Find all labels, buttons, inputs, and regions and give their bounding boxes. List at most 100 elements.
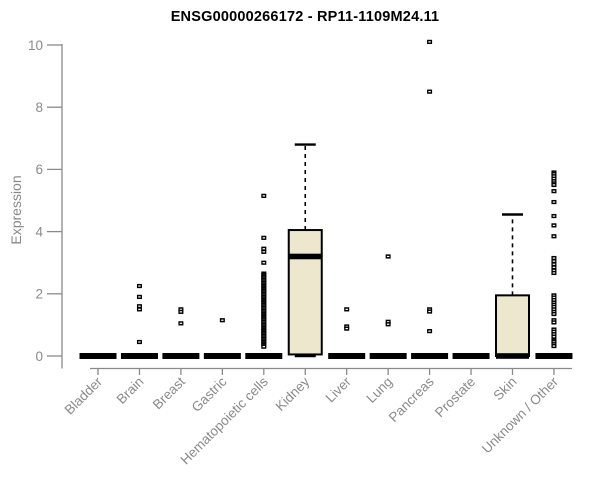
x-category-label: Bladder (62, 374, 106, 418)
x-category-label: Gastric (189, 374, 230, 415)
median-line (162, 353, 200, 359)
y-tick-label: 0 (35, 349, 43, 364)
x-category-label: Kidney (273, 374, 313, 414)
outlier-point-center (552, 178, 556, 180)
outlier-point-center (552, 328, 556, 331)
outlier-point-center (386, 255, 390, 258)
outlier-point-center (552, 336, 556, 338)
outlier-point-center (262, 248, 265, 250)
outlier-point-center (552, 308, 556, 310)
outlier-point-center (138, 285, 141, 287)
outlier-point-center (552, 269, 556, 272)
outlier-point-center (138, 305, 141, 307)
median-line (203, 353, 241, 359)
outlier-point-center (179, 311, 183, 313)
y-tick-label: 10 (28, 38, 43, 53)
y-tick-label: 2 (35, 287, 43, 302)
box-group-bladder (79, 353, 117, 359)
outlier-point-center (552, 299, 556, 301)
box-rect (287, 229, 323, 356)
outlier-point-center (552, 190, 556, 192)
outlier-point-center (552, 180, 556, 182)
box-group-gastric (203, 318, 241, 359)
outlier-point-center (262, 251, 265, 253)
chart-title: ENSG00000266172 - RP11-1109M24.11 (170, 9, 440, 25)
outlier-point-center (262, 237, 265, 239)
outlier-point-center (138, 341, 141, 343)
x-category-label: Skin (490, 374, 519, 403)
outlier-point-center (428, 310, 431, 313)
median-line (245, 353, 283, 359)
outlier-point-center (552, 296, 556, 299)
median-line (535, 353, 573, 359)
y-tick-label: 8 (35, 100, 43, 115)
outlier-point-center (138, 308, 141, 310)
median-line (496, 353, 529, 359)
x-category-label: Breast (150, 374, 188, 412)
outlier-point-center (386, 323, 390, 325)
box-group-liver (328, 307, 366, 359)
outlier-point-center (345, 328, 348, 330)
x-category-label: Brain (114, 374, 147, 407)
outlier-point-center (428, 308, 431, 310)
outlier-point-center (345, 325, 348, 328)
box-group-pancreas (411, 39, 449, 359)
outlier-point-center (552, 260, 556, 262)
outlier-point-center (552, 224, 556, 226)
outlier-point-center (262, 195, 265, 197)
median-line (369, 353, 407, 359)
box-group-unknown-other (535, 170, 573, 359)
outlier-point-center (552, 173, 556, 175)
outlier-point-center (552, 294, 556, 296)
y-tick-label: 4 (35, 224, 43, 239)
box-rect (495, 294, 530, 358)
outlier-point-center (552, 313, 556, 315)
outlier-point-center (262, 262, 265, 264)
outlier-point-center (552, 263, 556, 265)
outlier-point-center (428, 91, 431, 93)
outlier-point-center (138, 296, 141, 298)
outlier-point-center (552, 321, 556, 324)
outlier-point-center (552, 304, 556, 306)
x-category-label: Pancreas (386, 374, 437, 425)
box-group-lung (369, 254, 407, 359)
x-category-label: Unknown / Other (479, 374, 562, 457)
outlier-point-center (552, 215, 556, 217)
outlier-point-center (552, 345, 556, 347)
outlier-point-center (552, 341, 556, 343)
outlier-point-center (552, 319, 556, 321)
outlier-point-center (552, 311, 556, 313)
outlier-point-center (552, 184, 556, 186)
outlier-point-center (552, 235, 556, 237)
median-line (288, 253, 322, 260)
outlier-point-center (262, 346, 265, 348)
outlier-point-center (386, 321, 390, 323)
x-category-label: Liver (323, 374, 355, 406)
outlier-point-center (345, 308, 348, 310)
x-category-label: Prostate (432, 374, 478, 420)
median-line (452, 353, 490, 359)
y-tick-label: 6 (35, 162, 43, 177)
outlier-point-center (179, 322, 183, 324)
outlier-point-center (552, 306, 556, 308)
median-line (411, 353, 449, 359)
box-group-brain (120, 283, 158, 359)
outlier-point-center (552, 333, 556, 335)
box-group-breast (162, 307, 200, 359)
box-group-hematopoietic-cells (245, 193, 283, 359)
outlier-point-center (552, 301, 556, 304)
outlier-point-center (552, 175, 556, 177)
median-line (328, 353, 366, 359)
outlier-point-center (221, 319, 224, 321)
outlier-point-center (428, 330, 431, 332)
outlier-point-center (428, 41, 431, 43)
box-group-skin (495, 213, 530, 359)
outlier-point-center (552, 272, 556, 274)
outlier-point-center (179, 308, 183, 310)
box-group-kidney (287, 143, 323, 358)
outlier-point-center (552, 201, 556, 203)
median-line (79, 353, 117, 359)
outlier-point-center (552, 266, 556, 268)
